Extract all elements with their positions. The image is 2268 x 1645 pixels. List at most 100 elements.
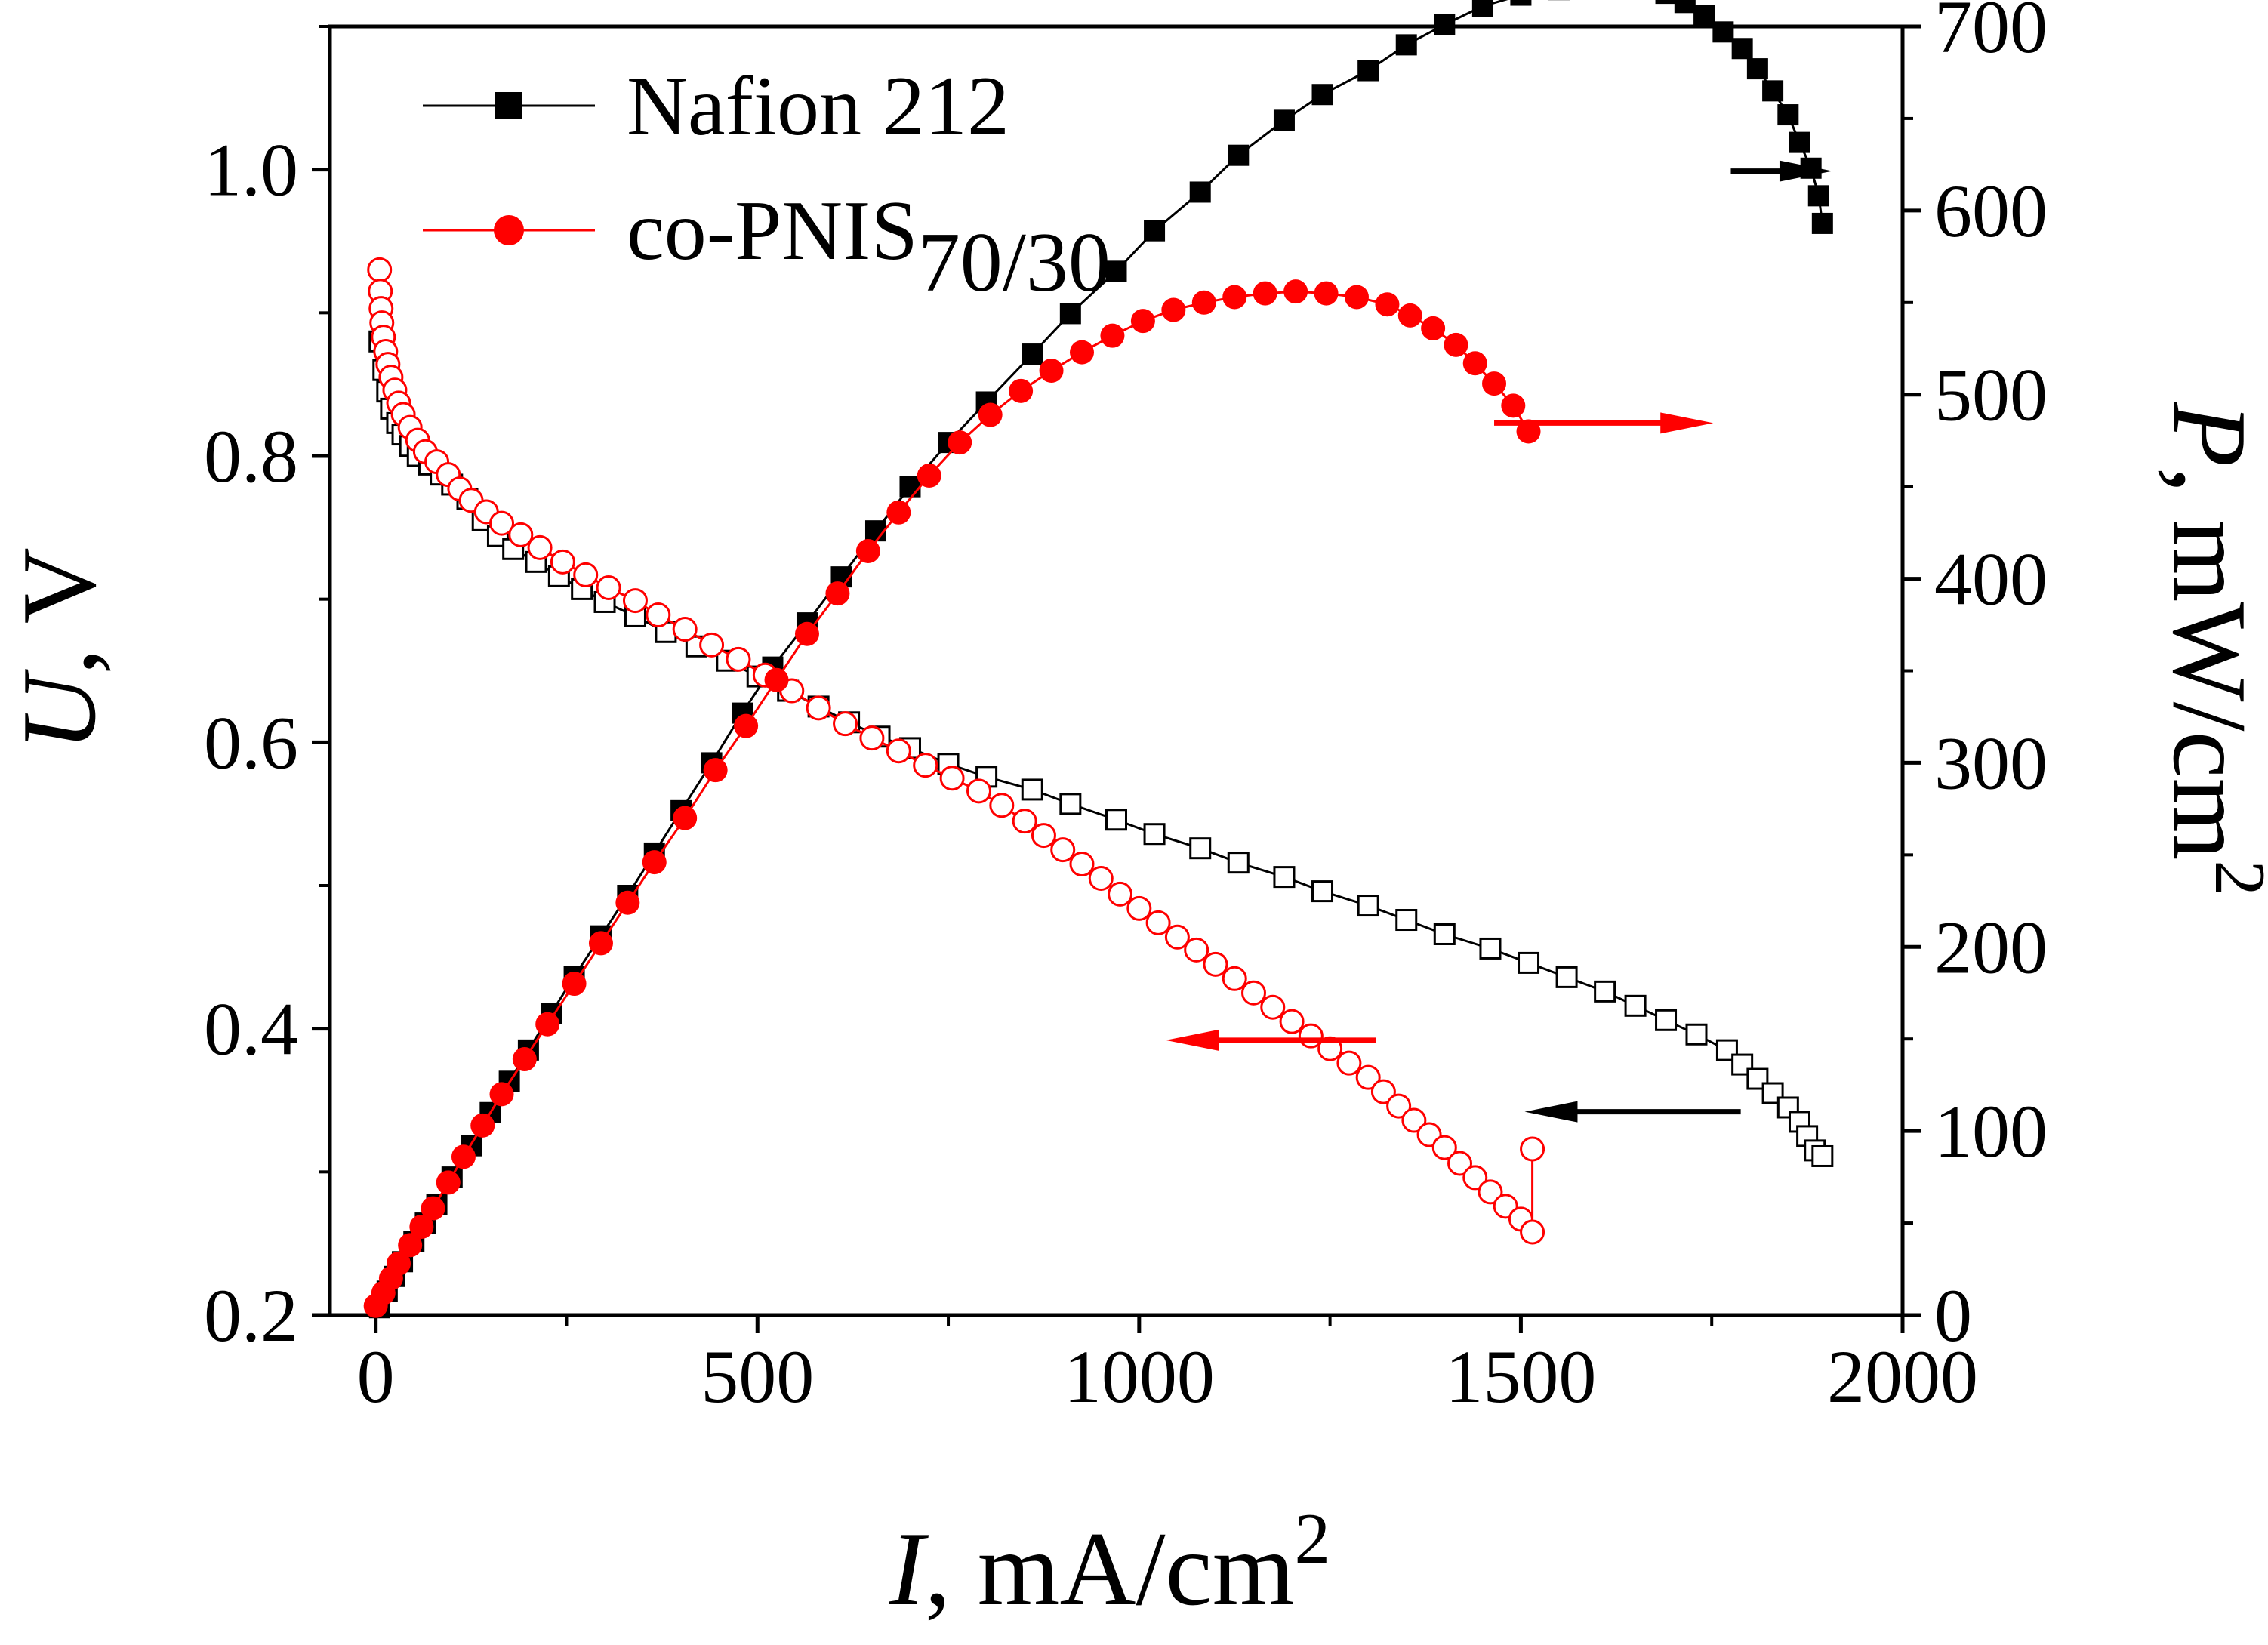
data-point: [1059, 303, 1081, 325]
data-point: [899, 476, 921, 498]
data-point: [1336, 1050, 1362, 1076]
legend-label-copnis: co-PNIS70/30: [627, 184, 1111, 310]
data-point: [1189, 181, 1211, 203]
data-point: [1789, 131, 1810, 153]
data-point: [1433, 923, 1456, 945]
data-point: [1746, 1067, 1769, 1090]
data-point: [1395, 909, 1418, 932]
y-right-tick-label: 600: [1934, 169, 2048, 253]
legend-label-nafion: Nafion 212: [627, 60, 1009, 153]
data-point: [1222, 966, 1247, 991]
data-point: [398, 1233, 423, 1258]
data-point: [535, 1012, 560, 1037]
series-nafion-voltage: [368, 330, 1834, 1167]
data-point: [734, 713, 759, 738]
data-point: [1130, 309, 1155, 334]
data-point: [1311, 84, 1333, 106]
y-right-tick-label: 400: [1934, 538, 2048, 621]
data-point: [1273, 109, 1295, 131]
data-point: [508, 522, 534, 547]
data-point: [1021, 778, 1043, 801]
data-point: [1184, 937, 1209, 963]
data-point: [562, 972, 587, 997]
data-point: [1447, 1151, 1473, 1176]
y-right-axis-title: P, mW/cm2: [2151, 402, 2268, 896]
y-left-tick-label: 1.0: [204, 128, 298, 212]
data-point: [1501, 393, 1526, 418]
data-point: [470, 1113, 495, 1138]
annotation-arrow: [1166, 1029, 1376, 1051]
data-point: [1022, 343, 1043, 365]
data-point: [948, 430, 972, 455]
data-point: [855, 538, 880, 563]
data-point: [1191, 290, 1216, 315]
data-point: [387, 1251, 411, 1276]
data-point: [1655, 1009, 1678, 1031]
data-point: [672, 616, 698, 642]
annotation-arrow: [1524, 1101, 1741, 1123]
y-right-tick-label: 100: [1934, 1089, 2048, 1173]
data-point: [917, 464, 941, 488]
data-point: [989, 793, 1015, 818]
plot-frame: [328, 24, 1905, 1317]
data-point: [596, 575, 621, 600]
data-point: [646, 602, 671, 628]
series-line: [378, 341, 1823, 1157]
y-left-axis-title: U, V: [1, 547, 118, 751]
data-point: [1685, 1023, 1708, 1046]
data-point: [622, 588, 648, 614]
data-point: [978, 402, 1003, 427]
legend: Nafion 212 co-PNIS70/30: [423, 60, 1111, 310]
y-left-tick-label: 0.6: [204, 701, 298, 784]
data-point: [806, 695, 831, 721]
data-point: [1144, 220, 1166, 242]
data-point: [588, 931, 613, 956]
data-point: [1655, 0, 1677, 5]
y-right-tick-label: 0: [1934, 1274, 1972, 1357]
data-point: [1345, 285, 1370, 310]
data-point: [1088, 866, 1114, 892]
data-point: [1761, 1082, 1784, 1104]
data-point: [1069, 340, 1094, 365]
data-point: [1189, 837, 1212, 860]
arrow-head: [1660, 412, 1714, 434]
data-point: [1518, 951, 1540, 974]
data-point: [436, 1170, 461, 1195]
legend-entry-copnis: co-PNIS70/30: [423, 184, 1111, 310]
data-point: [1375, 292, 1400, 317]
annotation-arrow: [1730, 160, 1832, 182]
data-point: [1807, 185, 1829, 207]
data-point: [1260, 994, 1286, 1020]
legend-marker-copnis: [494, 215, 524, 245]
data-point: [1164, 924, 1190, 950]
arrow-head: [1166, 1029, 1219, 1051]
data-point: [512, 1047, 537, 1072]
arrow-head: [1779, 160, 1832, 182]
data-point: [1462, 351, 1487, 376]
data-point: [886, 738, 911, 764]
data-point: [1050, 837, 1076, 863]
data-point: [1355, 1064, 1381, 1090]
data-point: [1777, 104, 1799, 126]
data-point: [367, 257, 393, 282]
y-right-tick-label: 700: [1934, 0, 2048, 69]
data-point: [939, 766, 965, 791]
data-point: [1811, 212, 1833, 234]
data-point: [1069, 852, 1095, 877]
data-point: [1317, 1036, 1343, 1061]
data-point: [1397, 303, 1422, 328]
series-line: [378, 270, 1534, 1235]
data-point: [1478, 1179, 1503, 1205]
data-point: [794, 621, 819, 646]
data-point: [703, 758, 728, 783]
data-point: [1431, 1135, 1457, 1160]
data-point: [1520, 1219, 1545, 1245]
data-point: [1434, 14, 1456, 35]
data-point: [489, 510, 515, 536]
data-point: [573, 562, 599, 587]
data-point: [1012, 809, 1037, 834]
data-point: [1145, 910, 1171, 935]
data-point: [1421, 316, 1446, 340]
x-tick-label: 2000: [1827, 1335, 1978, 1419]
data-point: [1228, 144, 1250, 166]
